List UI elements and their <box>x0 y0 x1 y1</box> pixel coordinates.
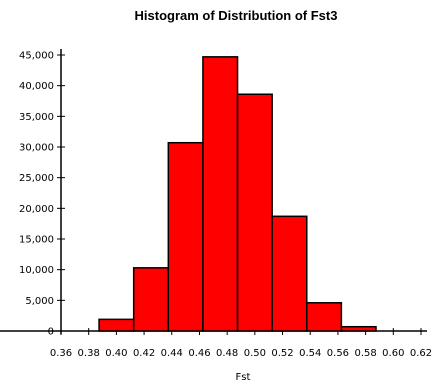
histogram-bar <box>132 267 170 332</box>
x-tick-label: 0.46 <box>188 348 210 359</box>
x-axis: 0.36 0.38 0.40 0.42 0.44 0.46 0.48 0.50 0.52 0.54… <box>0 328 432 359</box>
x-tick-label: 0.54 <box>299 348 321 359</box>
histogram-bar <box>167 141 204 332</box>
y-tick-label: 10,000 <box>19 265 54 276</box>
histogram-bar <box>98 318 135 332</box>
x-tick-label: 0.44 <box>161 348 183 359</box>
x-tick-label: 0.60 <box>382 348 404 359</box>
y-axis: 0 5,000 10,000 15,000 20,000 25,000 30,000 35,0… <box>19 49 65 338</box>
x-tick-label: 0.48 <box>216 348 238 359</box>
x-tick-label: 0.42 <box>133 348 155 359</box>
x-tick-label: 0.40 <box>105 348 127 359</box>
x-tick-label: 0.52 <box>271 348 293 359</box>
y-tick-label: 20,000 <box>19 204 54 215</box>
y-tick-label: 5,000 <box>25 296 54 307</box>
y-tick-label: 25,000 <box>19 173 54 184</box>
x-tick-label: 0.62 <box>410 348 432 359</box>
histogram-bar <box>271 215 308 332</box>
x-tick-label: 0.50 <box>244 348 266 359</box>
y-tick-label: 35,000 <box>19 112 54 123</box>
y-tick-label: 30,000 <box>19 143 54 154</box>
y-tick-label: 45,000 <box>19 51 54 62</box>
histogram-bars <box>98 56 377 332</box>
y-tick-label: 0 <box>48 327 54 338</box>
x-tick-label: 0.56 <box>327 348 349 359</box>
chart-title: Histogram of Distribution of Fst3 <box>135 8 338 23</box>
x-tick-label: 0.36 <box>50 348 72 359</box>
histogram-bar <box>236 93 273 332</box>
histogram-bar <box>340 325 377 332</box>
x-tick-label: 0.58 <box>354 348 376 359</box>
x-axis-label: Fst <box>236 372 251 383</box>
x-tick-label: 0.38 <box>78 348 100 359</box>
histogram-bar <box>306 302 343 332</box>
y-tick-label: 15,000 <box>19 235 54 246</box>
histogram-bar <box>202 56 239 332</box>
y-tick-label: 40,000 <box>19 81 54 92</box>
